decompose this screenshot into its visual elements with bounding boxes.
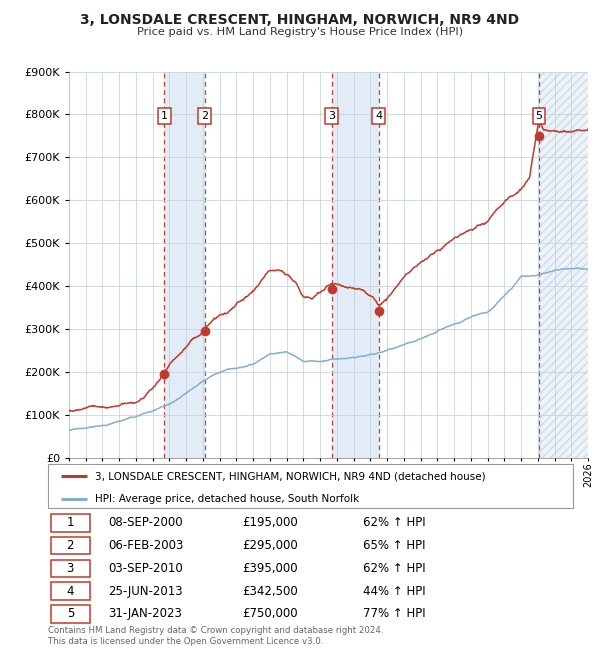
Bar (164, 72, 205, 458)
Text: 31-JAN-2023: 31-JAN-2023 (109, 607, 182, 620)
Bar (332, 72, 379, 458)
Text: £395,000: £395,000 (242, 562, 298, 575)
Text: 08-SEP-2000: 08-SEP-2000 (109, 516, 183, 529)
Text: 3: 3 (67, 562, 74, 575)
Text: 3: 3 (328, 111, 335, 121)
Text: This data is licensed under the Open Government Licence v3.0.: This data is licensed under the Open Gov… (48, 636, 323, 645)
Text: 5: 5 (67, 607, 74, 620)
Text: £195,000: £195,000 (242, 516, 298, 529)
Text: 65% ↑ HPI: 65% ↑ HPI (363, 540, 425, 552)
Text: 2: 2 (67, 540, 74, 552)
Bar (539, 72, 588, 458)
Text: 3, LONSDALE CRESCENT, HINGHAM, NORWICH, NR9 4ND (detached house): 3, LONSDALE CRESCENT, HINGHAM, NORWICH, … (95, 471, 486, 482)
Text: £295,000: £295,000 (242, 540, 298, 552)
Text: Contains HM Land Registry data © Crown copyright and database right 2024.: Contains HM Land Registry data © Crown c… (48, 626, 383, 635)
FancyBboxPatch shape (50, 514, 90, 532)
Text: 25-JUN-2013: 25-JUN-2013 (109, 585, 183, 598)
FancyBboxPatch shape (50, 537, 90, 554)
Text: 4: 4 (375, 111, 382, 121)
FancyBboxPatch shape (50, 605, 90, 623)
Text: 44% ↑ HPI: 44% ↑ HPI (363, 585, 425, 598)
Text: 06-FEB-2003: 06-FEB-2003 (109, 540, 184, 552)
Text: 77% ↑ HPI: 77% ↑ HPI (363, 607, 425, 620)
Text: 62% ↑ HPI: 62% ↑ HPI (363, 562, 425, 575)
Text: 5: 5 (536, 111, 542, 121)
Text: 03-SEP-2010: 03-SEP-2010 (109, 562, 183, 575)
Text: 62% ↑ HPI: 62% ↑ HPI (363, 516, 425, 529)
Text: 4: 4 (67, 585, 74, 598)
Text: Price paid vs. HM Land Registry's House Price Index (HPI): Price paid vs. HM Land Registry's House … (137, 27, 463, 37)
Text: £342,500: £342,500 (242, 585, 298, 598)
Text: HPI: Average price, detached house, South Norfolk: HPI: Average price, detached house, Sout… (95, 493, 359, 504)
FancyBboxPatch shape (50, 582, 90, 600)
Text: 1: 1 (67, 516, 74, 529)
Text: 1: 1 (161, 111, 168, 121)
Text: 2: 2 (201, 111, 208, 121)
Text: 3, LONSDALE CRESCENT, HINGHAM, NORWICH, NR9 4ND: 3, LONSDALE CRESCENT, HINGHAM, NORWICH, … (80, 13, 520, 27)
Text: £750,000: £750,000 (242, 607, 298, 620)
FancyBboxPatch shape (50, 560, 90, 577)
